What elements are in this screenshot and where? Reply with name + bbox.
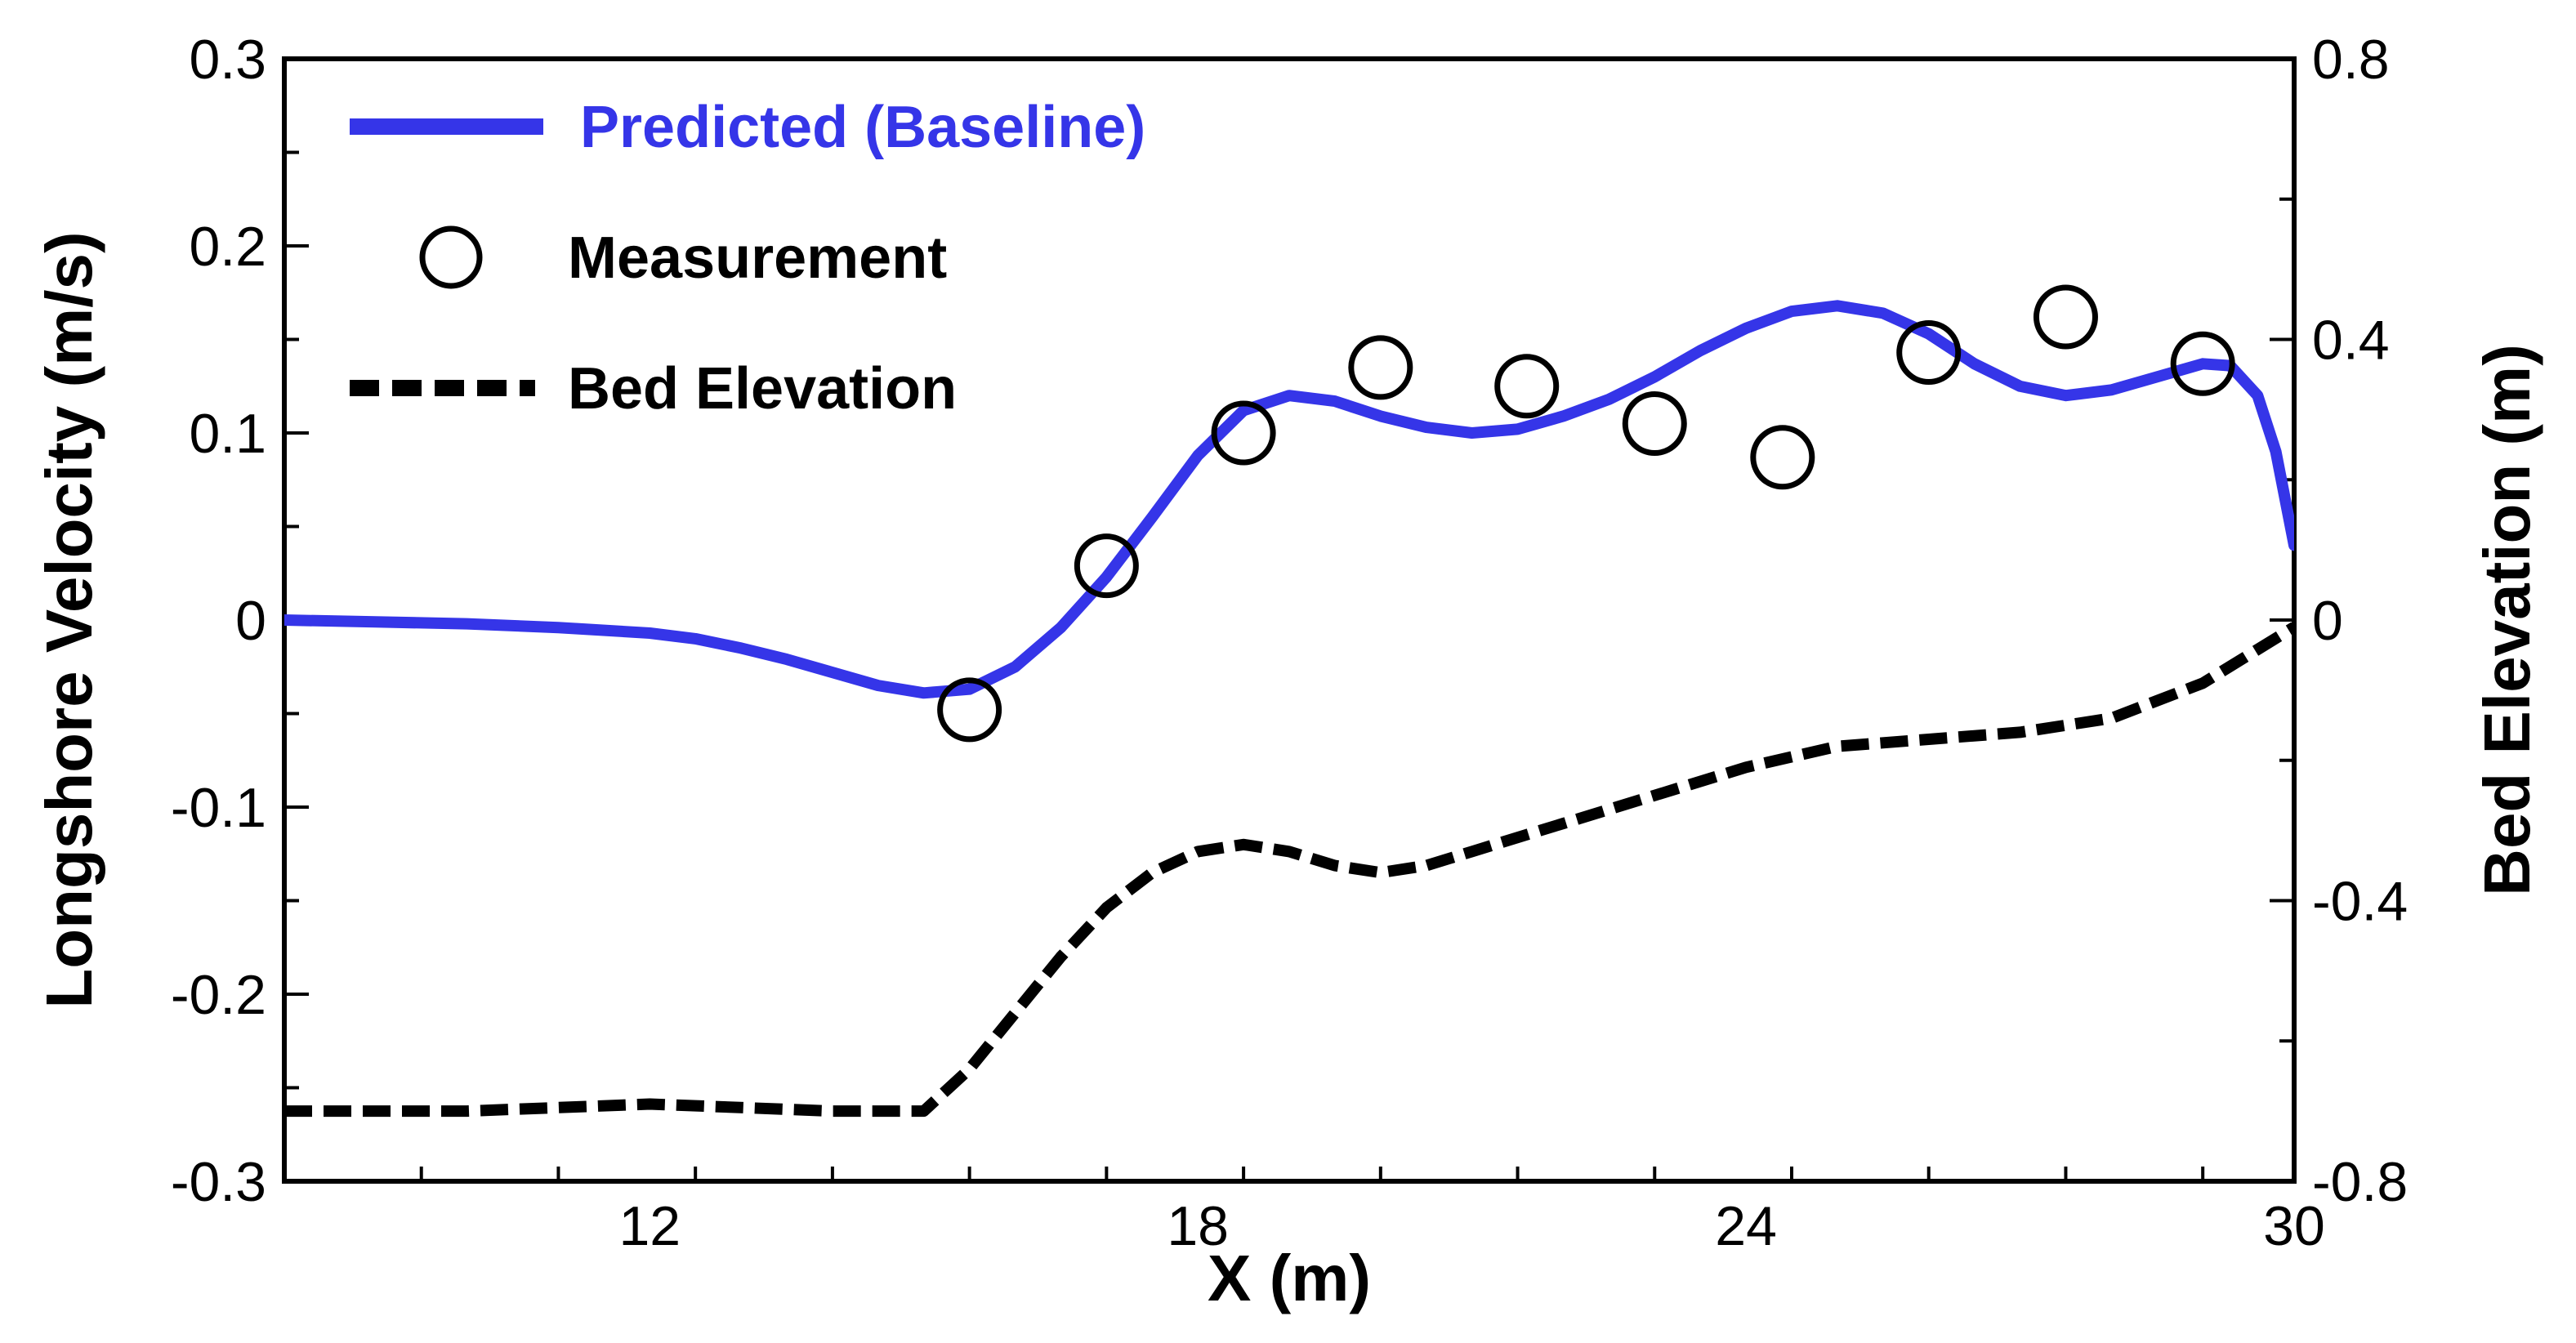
measurement-point bbox=[1750, 425, 1815, 490]
y-left-tick-label: 0.1 bbox=[189, 403, 266, 465]
measurement-point bbox=[1622, 391, 1687, 457]
measurement-point bbox=[1348, 335, 1413, 400]
y-left-tick-label: -0.3 bbox=[171, 1151, 266, 1213]
x-tick-label: 24 bbox=[1715, 1195, 1777, 1257]
x-tick-label: 12 bbox=[618, 1195, 681, 1257]
measurement-point bbox=[1896, 320, 1962, 386]
y-right-tick-label: 0.8 bbox=[2312, 29, 2390, 91]
series-layer bbox=[284, 284, 2294, 1118]
predicted-velocity-line bbox=[284, 300, 2294, 699]
y-left-axis-title: Longshore Velocity (m/s) bbox=[33, 231, 105, 1008]
legend-bed-label: Bed Elevation bbox=[568, 356, 957, 422]
x-axis-title: X (m) bbox=[1208, 1242, 1371, 1314]
measurement-point bbox=[2033, 284, 2098, 350]
y-right-tick-label: 0.4 bbox=[2312, 310, 2390, 372]
y-right-tick-label: 0 bbox=[2312, 590, 2343, 652]
y-left-axis-ticks: -0.3 -0.2 -0.1 0 0.1 0.2 0.3 bbox=[171, 29, 309, 1213]
y-left-tick-label: -0.1 bbox=[171, 777, 266, 839]
measurement-point bbox=[1211, 400, 1276, 466]
y-left-tick-label: 0 bbox=[235, 590, 266, 652]
x-axis-ticks: 12 18 24 30 bbox=[283, 1167, 2325, 1257]
measurement-point bbox=[1494, 354, 1560, 419]
measurement-point bbox=[937, 677, 1002, 743]
legend-measurement-label: Measurement bbox=[568, 225, 947, 291]
bed-elevation-line bbox=[284, 622, 2294, 1118]
measurement-point bbox=[2170, 331, 2235, 396]
y-left-tick-label: -0.2 bbox=[171, 964, 266, 1026]
legend-predicted-label: Predicted (Baseline) bbox=[580, 95, 1145, 160]
measurement-point bbox=[1074, 533, 1139, 599]
x-tick-label: 30 bbox=[2263, 1195, 2325, 1257]
y-right-tick-label: -0.8 bbox=[2312, 1151, 2408, 1213]
y-left-tick-label: 0.2 bbox=[189, 216, 266, 278]
legend-measurement-marker bbox=[419, 225, 483, 289]
y-left-tick-label: 0.3 bbox=[189, 29, 266, 91]
y-right-axis-ticks: -0.8 -0.4 0 0.4 0.8 bbox=[2270, 29, 2408, 1213]
legend: Predicted (Baseline) Measurement Bed Ele… bbox=[350, 95, 1145, 422]
x-tick-label: 18 bbox=[1167, 1195, 1229, 1257]
y-right-axis-title: Bed Elevation (m) bbox=[2471, 344, 2543, 896]
y-right-tick-label: -0.4 bbox=[2312, 871, 2408, 933]
